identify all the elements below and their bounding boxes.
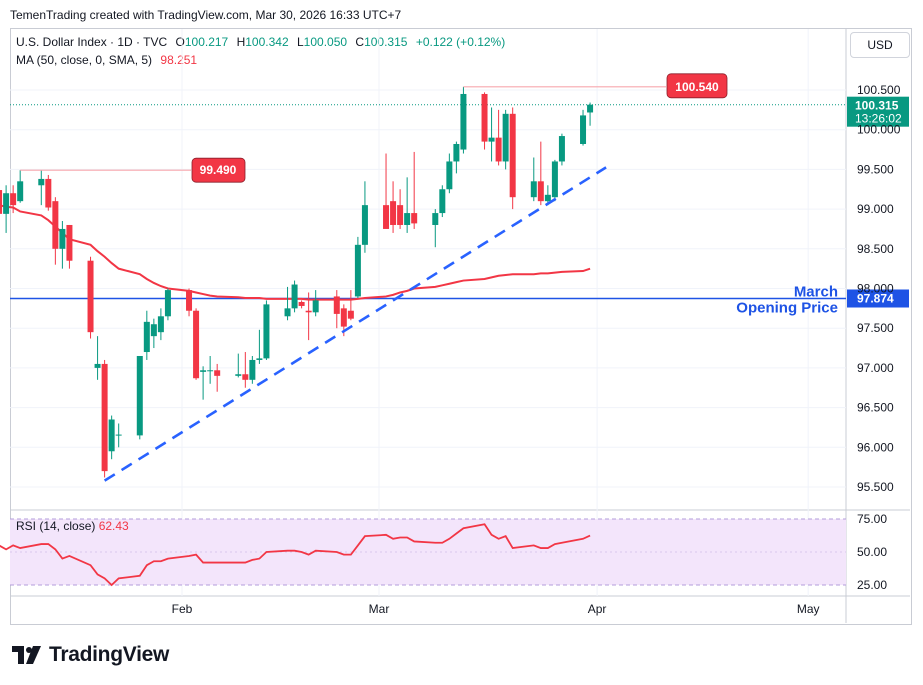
currency-button[interactable]: USD bbox=[850, 32, 910, 58]
rsi-legend: RSI (14, close) 62.43 bbox=[16, 519, 129, 533]
high-value: 100.342 bbox=[245, 35, 289, 49]
ohlc-open: O100.217 bbox=[176, 35, 229, 49]
ohlc-close: C100.315 bbox=[355, 35, 407, 49]
ma-legend: MA (50, close, 0, SMA, 5) 98.251 bbox=[16, 53, 202, 67]
low-label: L bbox=[296, 35, 304, 49]
ma-label: MA (50, close, 0, SMA, 5) bbox=[16, 53, 153, 67]
close-value: 100.315 bbox=[364, 35, 408, 49]
chart-credit: TemenTrading created with TradingView.co… bbox=[10, 8, 402, 22]
open-value: 100.217 bbox=[184, 35, 229, 49]
ma-value: 98.251 bbox=[160, 53, 198, 67]
candle-body-down bbox=[0, 190, 3, 214]
tradingview-logo-text: TradingView bbox=[49, 643, 170, 666]
main-pane-frame bbox=[10, 28, 912, 625]
rsi-label: RSI (14, close) bbox=[16, 519, 96, 533]
ohlc-low: L100.050 bbox=[297, 35, 347, 49]
tradingview-logo-icon bbox=[12, 646, 41, 664]
rsi-value: 62.43 bbox=[98, 519, 129, 533]
high-label: H bbox=[236, 35, 246, 49]
symbol-legend: U.S. Dollar Index · 1D · TVC O100.217 H1… bbox=[16, 35, 510, 49]
symbol-title: U.S. Dollar Index · 1D · TVC bbox=[16, 35, 168, 49]
candle-body-up bbox=[3, 193, 10, 214]
tradingview-logo[interactable]: TradingView bbox=[12, 643, 169, 667]
low-value: 100.050 bbox=[303, 35, 348, 49]
open-label: O bbox=[175, 35, 185, 49]
ohlc-high: H100.342 bbox=[237, 35, 289, 49]
close-label: C bbox=[355, 35, 365, 49]
change-value: +0.122 (+0.12%) bbox=[415, 35, 506, 49]
